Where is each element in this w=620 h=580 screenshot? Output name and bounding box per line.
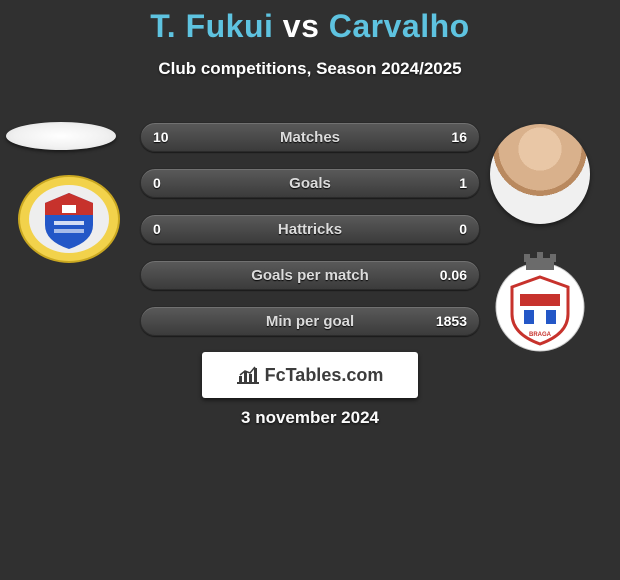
player1-club-crest <box>18 175 120 263</box>
brand-label: FcTables.com <box>265 365 384 386</box>
stat-right-value: 0 <box>459 215 467 243</box>
stat-label: Goals per match <box>251 267 369 284</box>
comparison-title: T. Fukui vs Carvalho <box>0 0 620 45</box>
subtitle: Club competitions, Season 2024/2025 <box>0 59 620 79</box>
stat-label: Hattricks <box>278 221 342 238</box>
vs-label: vs <box>283 8 320 44</box>
player1-photo-placeholder <box>6 122 116 150</box>
stat-row: 10 Matches 16 <box>140 122 480 152</box>
svg-text:BRAGA: BRAGA <box>529 332 552 338</box>
player2-name: Carvalho <box>329 8 470 44</box>
stat-row: Min per goal 1853 <box>140 306 480 336</box>
brand-box: FcTables.com <box>202 352 418 398</box>
stat-right-value: 1853 <box>436 307 467 335</box>
stat-label: Matches <box>280 129 340 146</box>
stat-row: 0 Goals 1 <box>140 168 480 198</box>
stat-left-value: 0 <box>153 215 161 243</box>
stat-row: 0 Hattricks 0 <box>140 214 480 244</box>
chart-icon <box>237 366 259 384</box>
date-label: 3 november 2024 <box>0 408 620 428</box>
stat-label: Min per goal <box>266 313 354 330</box>
stat-right-value: 0.06 <box>440 261 467 289</box>
player1-name: T. Fukui <box>150 8 273 44</box>
stat-left-value: 0 <box>153 169 161 197</box>
stat-left-value: 10 <box>153 123 169 151</box>
player2-photo <box>490 124 590 224</box>
player2-club-crest: BRAGA <box>490 252 590 352</box>
stat-right-value: 1 <box>459 169 467 197</box>
stat-label: Goals <box>289 175 331 192</box>
stats-table: 10 Matches 16 0 Goals 1 0 Hattricks 0 Go… <box>140 122 480 352</box>
stat-right-value: 16 <box>451 123 467 151</box>
stat-row: Goals per match 0.06 <box>140 260 480 290</box>
